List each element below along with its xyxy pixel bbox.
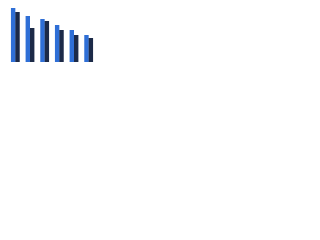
bar [44,21,50,62]
bar [40,19,45,62]
bar [84,35,89,62]
bar [88,38,94,62]
bar [15,12,20,62]
bar [59,30,64,62]
bar [10,8,16,62]
bar [74,35,79,62]
chart [10,8,94,62]
bar [69,30,74,62]
bar [30,28,35,62]
bar [54,25,60,62]
bar [25,16,30,62]
